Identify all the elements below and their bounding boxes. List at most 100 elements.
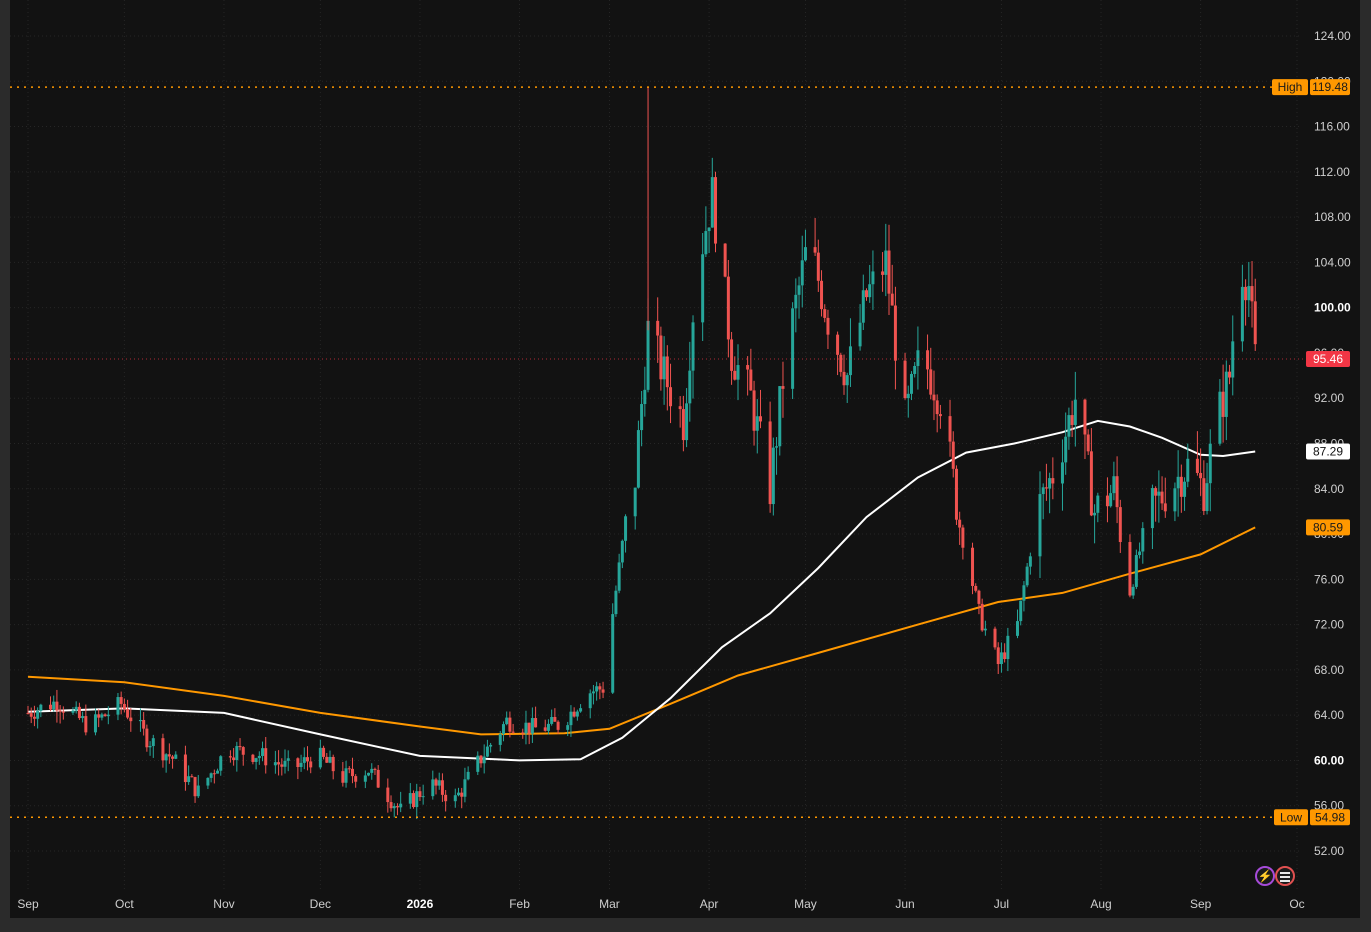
candle-body bbox=[954, 468, 958, 520]
candle-body bbox=[636, 430, 640, 488]
candle-body bbox=[55, 701, 59, 711]
candle-body bbox=[299, 762, 303, 768]
candle-body bbox=[714, 177, 718, 244]
candle-body bbox=[823, 309, 827, 318]
y-tick-label: 124.00 bbox=[1314, 29, 1351, 43]
candle-body bbox=[996, 647, 1000, 665]
candle-body bbox=[331, 756, 335, 772]
candle-body bbox=[373, 768, 377, 770]
candle-body bbox=[485, 746, 489, 757]
high-label-tag: High bbox=[1278, 80, 1303, 94]
candle-body bbox=[865, 290, 869, 298]
candle-body bbox=[77, 706, 81, 719]
y-tick-label: 68.00 bbox=[1314, 663, 1344, 677]
candle-body bbox=[951, 441, 955, 469]
candle-body bbox=[251, 754, 255, 762]
candle-body bbox=[306, 757, 310, 762]
candle-body bbox=[71, 710, 75, 713]
candle-body bbox=[1083, 399, 1087, 435]
candle-body bbox=[816, 252, 820, 281]
candle-body bbox=[479, 755, 483, 764]
candle-body bbox=[187, 776, 191, 783]
chart-area[interactable]: 124.00120.00116.00112.00108.00104.00100.… bbox=[10, 0, 1360, 918]
candle-body bbox=[36, 710, 40, 719]
y-tick-label: 116.00 bbox=[1314, 120, 1350, 134]
x-tick-label: Nov bbox=[213, 897, 234, 911]
candlestick-chart[interactable]: 124.00120.00116.00112.00108.00104.00100.… bbox=[10, 0, 1360, 918]
candle-body bbox=[1218, 391, 1222, 444]
candle-body bbox=[935, 400, 939, 415]
candle-body bbox=[328, 756, 332, 763]
candle-body bbox=[534, 718, 538, 728]
candle-body bbox=[318, 747, 322, 768]
candle-body bbox=[277, 762, 281, 765]
candle-body bbox=[890, 293, 894, 306]
candle-body bbox=[283, 760, 287, 767]
candle-body bbox=[530, 718, 534, 734]
candle-body bbox=[145, 728, 149, 748]
candle-body bbox=[1015, 621, 1019, 636]
lightning-bolt-icon[interactable]: ⚡ bbox=[1255, 866, 1275, 886]
candle-body bbox=[1240, 286, 1244, 342]
candle-body bbox=[264, 748, 268, 766]
y-tick-label: 76.00 bbox=[1314, 572, 1344, 586]
candle-body bbox=[1089, 451, 1093, 516]
candle-body bbox=[572, 711, 576, 717]
x-axis[interactable]: Sep Oct Nov Dec 2026 Feb Mar Apr May Jun Jul Aug Sep… bbox=[17, 897, 1304, 911]
x-tick-label: 2026 bbox=[407, 897, 434, 911]
ma-white-tag-box bbox=[1306, 443, 1350, 460]
candle-body bbox=[138, 719, 142, 722]
candle-body bbox=[977, 590, 981, 604]
candle-body bbox=[906, 393, 910, 399]
reference-lines bbox=[10, 86, 1306, 819]
candle-body bbox=[119, 697, 123, 704]
candle-body bbox=[58, 710, 62, 712]
candle-body bbox=[778, 386, 782, 447]
y-axis[interactable]: 124.00120.00116.00112.00108.00104.00100.… bbox=[1314, 29, 1351, 858]
candle-body bbox=[1070, 415, 1074, 425]
candle-body bbox=[1253, 301, 1257, 345]
candle-body bbox=[685, 403, 689, 441]
candle-body bbox=[1202, 478, 1206, 512]
candle-body bbox=[775, 446, 779, 448]
candle-body bbox=[707, 227, 711, 232]
candle-body bbox=[1115, 476, 1119, 508]
candle-body bbox=[691, 322, 695, 371]
candle-body bbox=[1073, 399, 1077, 425]
y-tick-label: 52.00 bbox=[1314, 844, 1344, 858]
high-value-tag: 119.48 bbox=[1312, 80, 1348, 94]
candle-body bbox=[1096, 495, 1100, 513]
candle-body bbox=[1128, 542, 1132, 596]
candle-body bbox=[216, 770, 220, 774]
candle-body bbox=[1208, 443, 1212, 484]
us-flag-icon[interactable] bbox=[1275, 866, 1295, 886]
candle-body bbox=[550, 716, 554, 724]
candle-body bbox=[1112, 476, 1116, 494]
candle-body bbox=[363, 775, 367, 782]
moving-averages bbox=[27, 419, 1256, 762]
candle-body bbox=[498, 733, 502, 745]
candle-body bbox=[212, 773, 216, 775]
candle-body bbox=[412, 793, 416, 808]
candle-body bbox=[620, 540, 624, 563]
candle-body bbox=[209, 773, 213, 778]
x-tick-label: Oc bbox=[1289, 897, 1304, 911]
candle-body bbox=[341, 771, 345, 783]
candle-body bbox=[752, 390, 756, 431]
candle-body bbox=[884, 250, 888, 275]
candle-body bbox=[1003, 652, 1007, 660]
candle-body bbox=[1105, 495, 1109, 507]
candles bbox=[26, 87, 1257, 820]
candle-body bbox=[701, 254, 705, 323]
low-label-tag: Low bbox=[1280, 810, 1302, 824]
candle-body bbox=[881, 271, 885, 275]
candle-body bbox=[624, 516, 628, 541]
y-tick-label: 84.00 bbox=[1314, 482, 1344, 496]
candle-body bbox=[142, 719, 146, 729]
y-tick-label: 100.00 bbox=[1314, 301, 1351, 315]
candle-body bbox=[434, 779, 438, 786]
candle-body bbox=[678, 406, 682, 410]
candle-body bbox=[1250, 286, 1254, 302]
candle-body bbox=[456, 792, 460, 796]
candle-body bbox=[781, 386, 785, 389]
